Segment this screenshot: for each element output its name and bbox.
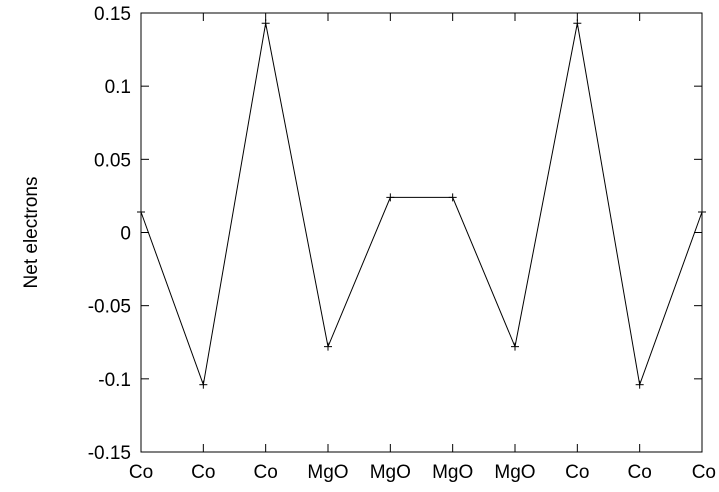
x-tick-label: Co	[254, 462, 278, 483]
plot-frame	[140, 12, 703, 453]
data-point	[137, 208, 145, 217]
y-tick-label: 0.1	[105, 77, 131, 98]
data-point	[573, 19, 582, 28]
x-tick-label: Co	[191, 462, 215, 483]
data-point	[324, 342, 332, 351]
data-point	[698, 208, 706, 217]
data-point	[635, 380, 644, 389]
y-axis-label: Net electrons	[21, 177, 42, 289]
data-point	[511, 342, 519, 351]
x-tick-label: Co	[565, 462, 589, 483]
x-tick-label: MgO	[370, 462, 411, 483]
data-point	[199, 380, 208, 389]
y-tick-label: -0.15	[88, 443, 131, 464]
data-point	[261, 19, 270, 28]
x-axis-ticks: Co Co Co MgO MgO MgO MgO Co Co Co	[129, 13, 716, 483]
series-group	[137, 19, 706, 389]
y-tick-label: 0.15	[94, 4, 131, 25]
y-tick-label: -0.05	[88, 297, 131, 318]
x-tick-label: Co	[129, 462, 153, 483]
y-axis-ticks: -0.15 -0.1 -0.05 0 0.05 0.1 0.15	[88, 4, 702, 464]
y-tick-label: 0.05	[94, 150, 131, 171]
x-tick-label: MgO	[307, 462, 348, 483]
series-line	[140, 23, 703, 387]
y-tick-label: -0.1	[98, 370, 131, 391]
y-tick-label: 0	[120, 224, 131, 245]
data-point	[448, 193, 457, 202]
x-tick-label: MgO	[432, 462, 473, 483]
x-tick-label: MgO	[494, 462, 535, 483]
x-tick-label: Co	[692, 462, 716, 483]
data-point	[386, 193, 395, 202]
x-tick-label: Co	[628, 462, 652, 483]
